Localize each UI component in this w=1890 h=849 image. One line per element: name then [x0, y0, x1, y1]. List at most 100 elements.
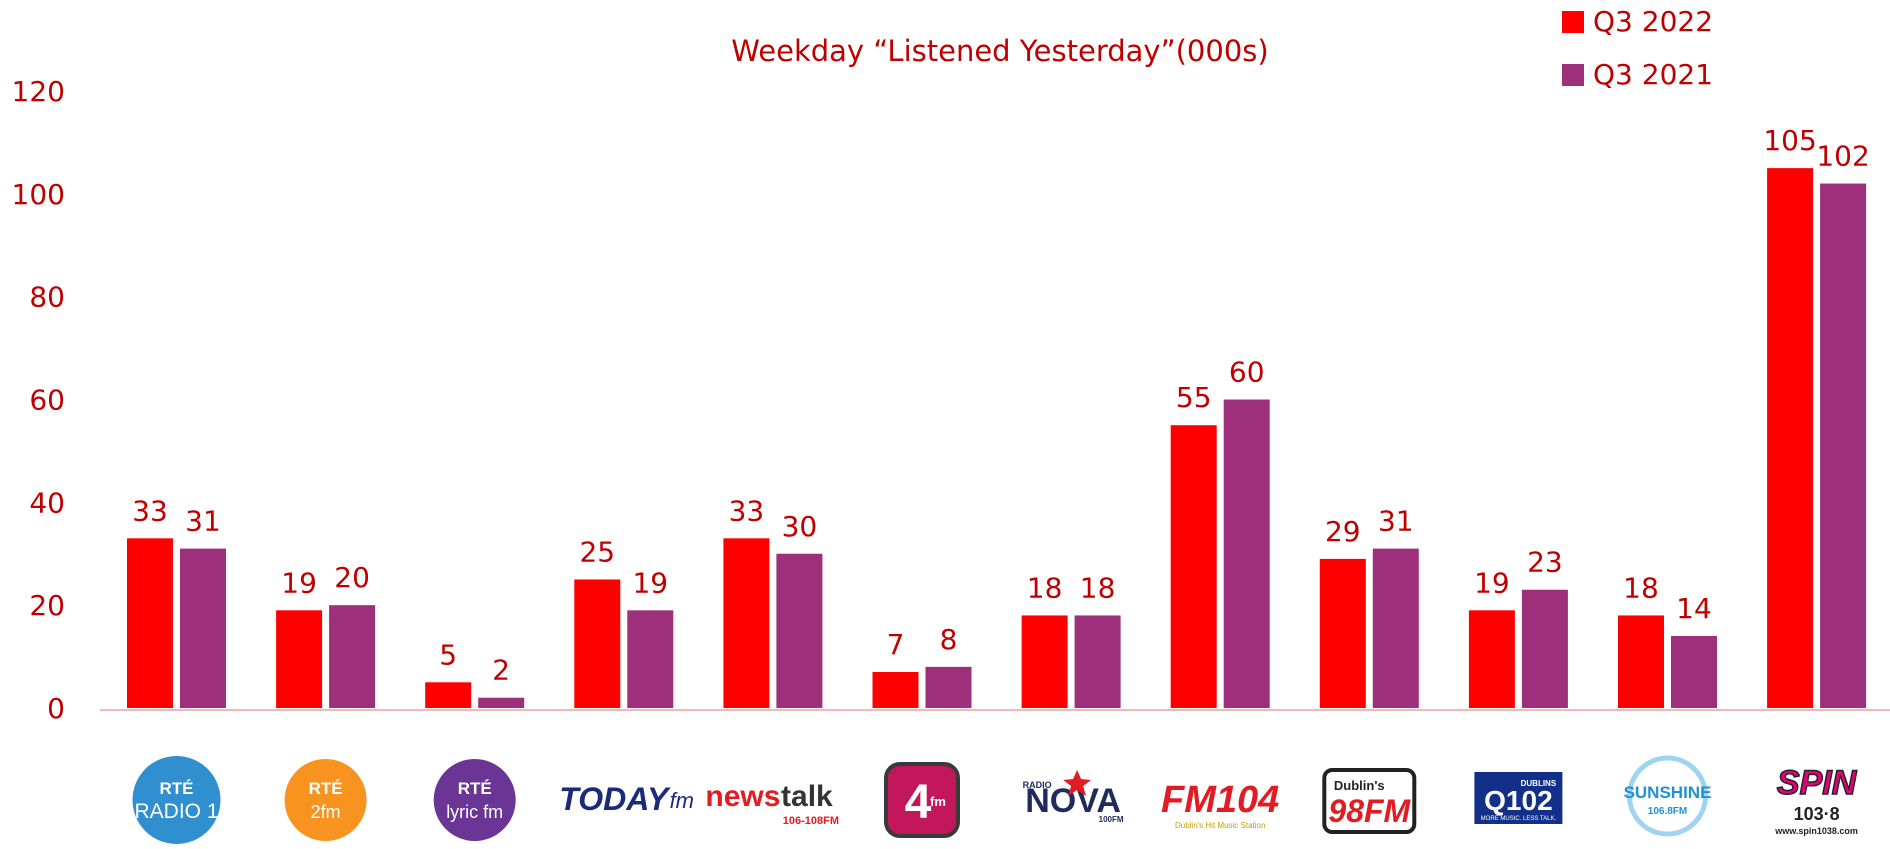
4fm-logo-tile — [884, 762, 960, 838]
4fm-logo: 4fm — [884, 762, 960, 838]
data-label: 25 — [579, 535, 615, 568]
y-tick-label: 40 — [29, 486, 65, 519]
4fm-logo-text: fm — [930, 794, 946, 809]
4fm-logo-text: 4 — [905, 776, 932, 829]
sunshine-logo: SUNSHINE 106.8FM — [1624, 755, 1712, 837]
rte-lyricfm-logo: RTÉ lyric fm — [433, 759, 516, 841]
y-tick-label: 60 — [29, 384, 65, 417]
data-label: 18 — [1080, 571, 1116, 604]
y-tick-label: 100 — [12, 178, 65, 211]
data-label: 102 — [1816, 140, 1869, 173]
radio-nova-logo-text: 100FM — [1099, 815, 1124, 824]
data-label: 5 — [439, 638, 457, 671]
bar-q3-2021 — [776, 553, 823, 708]
data-label: 18 — [1027, 571, 1063, 604]
fm104-logo-text: Dublin's Hit Music Station — [1175, 821, 1265, 830]
rte-lyricfm-logo-text: lyric fm — [446, 802, 503, 822]
rte-radio1-logo-disc — [132, 756, 221, 844]
98fm-logo-text: Dublin's — [1334, 778, 1385, 793]
newstalk-logo-text: talk — [781, 780, 833, 813]
rte-radio1-logo-text: RADIO 1 — [134, 800, 218, 823]
legend-swatch-q3-2021 — [1562, 64, 1584, 86]
bar-q3-2022 — [425, 682, 472, 708]
fm104-logo-text: FM104 — [1161, 779, 1279, 821]
q102-logo-text: Q102 — [1484, 785, 1553, 816]
q102-logo-text: DUBLINS — [1521, 779, 1557, 788]
bar-q3-2022 — [127, 538, 173, 708]
legend: Q3 2022 Q3 2021 — [1562, 5, 1713, 91]
y-tick-label: 0 — [47, 692, 65, 725]
bar-q3-2021 — [329, 605, 376, 708]
data-label: 2 — [492, 654, 510, 687]
newstalk-logo-text: 106-108FM — [783, 815, 839, 827]
data-label: 33 — [729, 494, 765, 527]
data-label: 23 — [1527, 546, 1563, 579]
rte-radio1-logo-text: RTÉ — [160, 779, 194, 798]
newstalk-logo: news talk 106-108FM — [705, 780, 839, 827]
bar-q3-2021 — [1372, 548, 1419, 708]
bar-q3-2021 — [478, 697, 525, 708]
98fm-logo-text: 98FM — [1328, 793, 1411, 829]
rte-2fm-logo-text: RTÉ — [309, 779, 343, 798]
bar-q3-2022 — [276, 610, 323, 708]
chart-title: Weekday “Listened Yesterday”(000s) — [731, 34, 1268, 68]
data-label: 14 — [1676, 592, 1712, 625]
legend-swatch-q3-2022 — [1562, 11, 1584, 33]
star-icon — [1063, 770, 1092, 796]
bar-q3-2022 — [1468, 610, 1515, 708]
data-label: 19 — [632, 566, 668, 599]
data-label: 29 — [1325, 515, 1361, 548]
bar-q3-2021 — [925, 666, 972, 708]
sunshine-logo-text: 106.8FM — [1648, 806, 1687, 817]
data-label: 18 — [1623, 571, 1659, 604]
rte-2fm-logo-text: 2fm — [311, 802, 341, 822]
bar-q3-2022 — [872, 672, 919, 708]
data-label: 7 — [887, 628, 905, 661]
y-tick-label: 80 — [29, 281, 65, 314]
legend-label-q3-2022: Q3 2022 — [1593, 5, 1713, 38]
spin-logo-text: SPIN — [1777, 764, 1858, 802]
bar-q3-2022 — [723, 538, 770, 708]
bar-q3-2022 — [1319, 558, 1366, 708]
data-label: 33 — [132, 494, 168, 527]
bar-q3-2022 — [1767, 168, 1814, 708]
bar-q3-2021 — [1671, 636, 1717, 708]
y-tick-label: 120 — [12, 75, 65, 108]
98fm-logo-frame — [1322, 768, 1417, 834]
sunshine-logo-text: SUNSHINE — [1624, 783, 1712, 802]
bar-q3-2021 — [1223, 399, 1270, 708]
bar-q3-2021 — [180, 548, 226, 708]
data-label: 19 — [1474, 566, 1510, 599]
data-label: 105 — [1763, 124, 1816, 157]
todayfm-logo: TODAY fm — [559, 781, 694, 817]
bar-q3-2021 — [627, 610, 674, 708]
bar-q3-2022 — [1021, 615, 1068, 708]
legend-label-q3-2021: Q3 2021 — [1593, 58, 1713, 91]
newstalk-logo-text: news — [705, 780, 780, 813]
rte-radio1-logo: RTÉ RADIO 1 — [132, 756, 221, 844]
data-labels: 33 31 19 20 5 2 25 19 33 30 7 8 18 18 55 60 29 31 19 23 18 14… — [132, 124, 1870, 687]
spin-logo-text: www.spin1038.com — [1774, 826, 1858, 836]
rte-lyricfm-logo-disc — [433, 759, 516, 841]
rte-lyricfm-logo-text: RTÉ — [458, 779, 492, 798]
y-tick-label: 20 — [29, 589, 65, 622]
bar-q3-2021 — [1074, 615, 1121, 708]
data-label: 31 — [1378, 505, 1414, 538]
data-label: 55 — [1176, 381, 1212, 414]
data-label: 30 — [782, 510, 818, 543]
data-label: 20 — [334, 561, 370, 594]
data-label: 19 — [281, 566, 317, 599]
bar-q3-2021 — [1820, 183, 1867, 709]
bar-q3-2022 — [1618, 615, 1664, 708]
rte-2fm-logo-disc — [284, 759, 367, 841]
todayfm-logo-text: TODAY — [559, 781, 671, 817]
q102-logo-box — [1474, 772, 1563, 824]
data-label: 8 — [940, 623, 958, 656]
